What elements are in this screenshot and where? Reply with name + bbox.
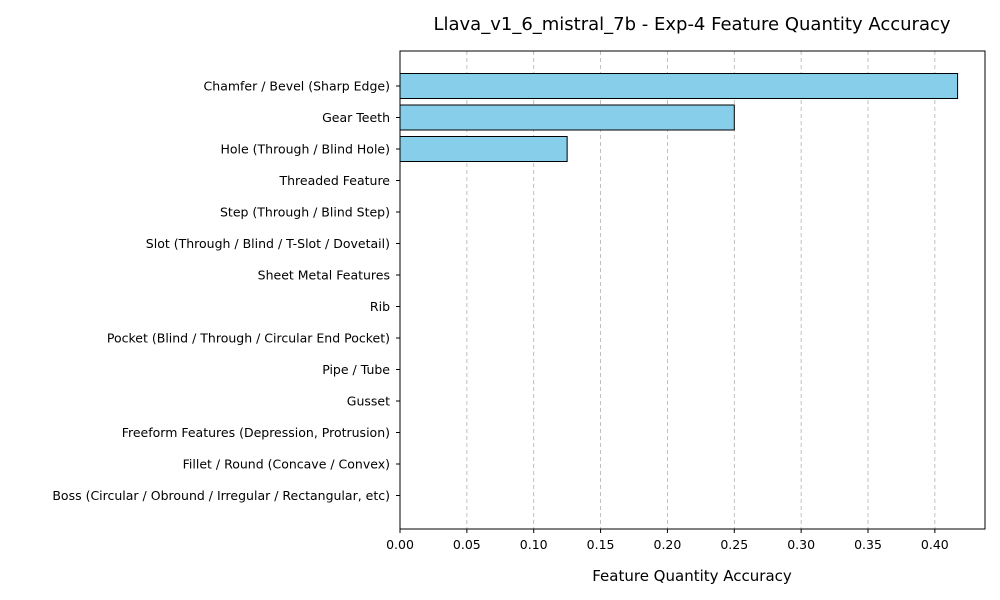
x-tick-label: 0.40 xyxy=(921,537,949,552)
x-axis-ticks: 0.00 0.05 0.10 0.15 0.20 0.25 0.30 0.35 0.40 xyxy=(386,529,949,552)
x-axis-label: Feature Quantity Accuracy xyxy=(592,567,792,585)
x-tick-label: 0.15 xyxy=(587,537,615,552)
y-category-label: Pipe / Tube xyxy=(322,362,390,377)
y-axis-labels: Chamfer / Bevel (Sharp Edge) Gear Teeth Ho… xyxy=(52,79,400,503)
x-tick-label: 0.05 xyxy=(453,537,481,552)
bar xyxy=(399,136,568,162)
y-category-label: Boss (Circular / Obround / Irregular / R… xyxy=(52,488,390,503)
y-category-label: Gear Teeth xyxy=(322,110,390,125)
x-tick-label: 0.10 xyxy=(520,537,548,552)
x-tick-label: 0.25 xyxy=(720,537,748,552)
grid-lines xyxy=(466,51,936,529)
y-category-label: Hole (Through / Blind Hole) xyxy=(220,142,390,157)
y-category-label: Rib xyxy=(370,299,390,314)
y-category-label: Sheet Metal Features xyxy=(258,268,390,283)
chart-title: Llava_v1_6_mistral_7b - Exp-4 Feature Qu… xyxy=(433,14,950,35)
x-tick-label: 0.35 xyxy=(854,537,882,552)
plot-frame xyxy=(399,50,986,530)
y-category-label: Fillet / Round (Concave / Convex) xyxy=(183,457,390,472)
y-category-label: Threaded Feature xyxy=(278,173,390,188)
x-tick-label: 0.30 xyxy=(787,537,815,552)
y-category-label: Pocket (Blind / Through / Circular End P… xyxy=(107,331,390,346)
bars xyxy=(399,73,959,162)
y-category-label: Gusset xyxy=(347,394,390,409)
bar xyxy=(399,73,959,99)
y-category-label: Step (Through / Blind Step) xyxy=(220,205,390,220)
x-tick-label: 0.00 xyxy=(386,537,414,552)
x-tick-label: 0.20 xyxy=(654,537,682,552)
y-category-label: Freeform Features (Depression, Protrusio… xyxy=(122,425,390,440)
bar xyxy=(399,104,735,131)
y-category-label: Chamfer / Bevel (Sharp Edge) xyxy=(204,79,390,94)
y-category-label: Slot (Through / Blind / T-Slot / Dovetai… xyxy=(146,236,390,251)
